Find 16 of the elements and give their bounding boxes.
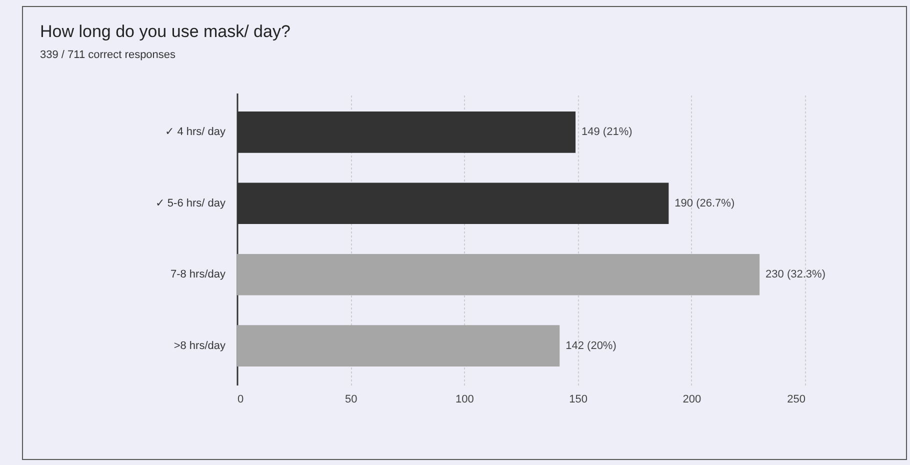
y-tick-label: 7-8 hrs/day (170, 268, 226, 281)
data-label: 149 (21%) (582, 126, 632, 138)
x-tick-label: 50 (344, 394, 358, 406)
y-tick-label: >8 hrs/day (174, 340, 226, 352)
x-tick-label: 250 (787, 394, 806, 406)
data-label: 142 (20%) (566, 340, 616, 352)
data-label: 190 (26.7%) (674, 197, 735, 210)
x-tick-label: 150 (569, 394, 588, 406)
data-label: 230 (32.3%) (766, 268, 826, 281)
text: 339 / 711 correct responses (40, 49, 176, 61)
x-tick-label: 0 (238, 394, 244, 406)
x-tick-label: 100 (456, 394, 474, 406)
chart-title: How long do you use mask/ day? (40, 22, 290, 41)
y-tick-label: ✓ 4 hrs/ day (165, 126, 226, 138)
y-tick-label: ✓ 5-6 hrs/ day (155, 197, 226, 210)
x-tick-label: 200 (682, 394, 702, 406)
